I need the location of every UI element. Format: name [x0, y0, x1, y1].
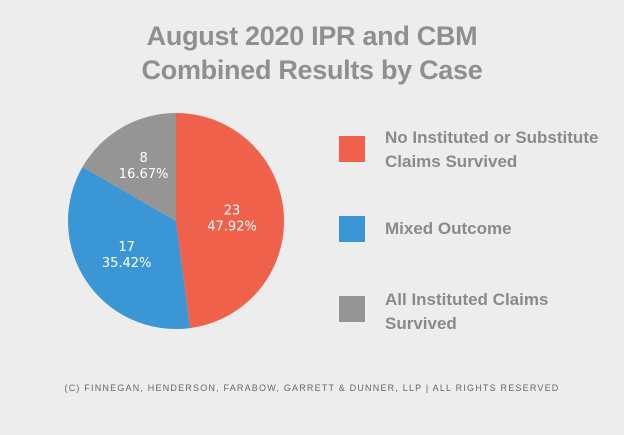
copyright-footer: (C) FINNEGAN, HENDERSON, FARABOW, GARRET…	[64, 383, 560, 393]
chart-title-line-1: August 2020 IPR and CBM	[146, 21, 478, 51]
legend-label-no-instituted-line-2: Claims Survived	[385, 152, 518, 171]
legend-label-all-instituted: All Instituted Claims Survived	[385, 288, 617, 336]
legend-label-no-instituted-line-1: No Instituted or Substitute	[385, 128, 599, 147]
legend-swatch-no-instituted	[339, 136, 365, 162]
legend-label-all-instituted-line-2: Survived	[385, 314, 457, 333]
pie-slice-no-instituted	[176, 113, 284, 329]
legend-label-mixed-outcome: Mixed Outcome	[385, 217, 617, 241]
legend-swatch-mixed-outcome	[339, 216, 365, 242]
pie-percent-label-mixed-outcome: 35.42%	[102, 256, 152, 271]
pie-slice-all-instituted	[82, 113, 176, 221]
legend-label-all-instituted-line-1: All Instituted Claims	[385, 290, 549, 309]
pie-value-label-mixed-outcome: 17	[118, 240, 135, 255]
pie-slice-mixed-outcome	[67, 167, 191, 329]
pie-percent-label-all-instituted: 16.67%	[119, 167, 169, 182]
chart-title-line-2: Combined Results by Case	[141, 55, 483, 85]
pie-value-label-no-instituted: 23	[224, 203, 241, 218]
legend-label-no-instituted: No Instituted or Substitute Claims Survi…	[385, 126, 617, 174]
legend-swatch-all-instituted	[339, 296, 365, 322]
pie-value-label-all-instituted: 8	[139, 151, 147, 166]
legend-label-mixed-outcome-line-1: Mixed Outcome	[385, 219, 512, 238]
pie-percent-label-no-instituted: 47.92%	[207, 219, 257, 234]
